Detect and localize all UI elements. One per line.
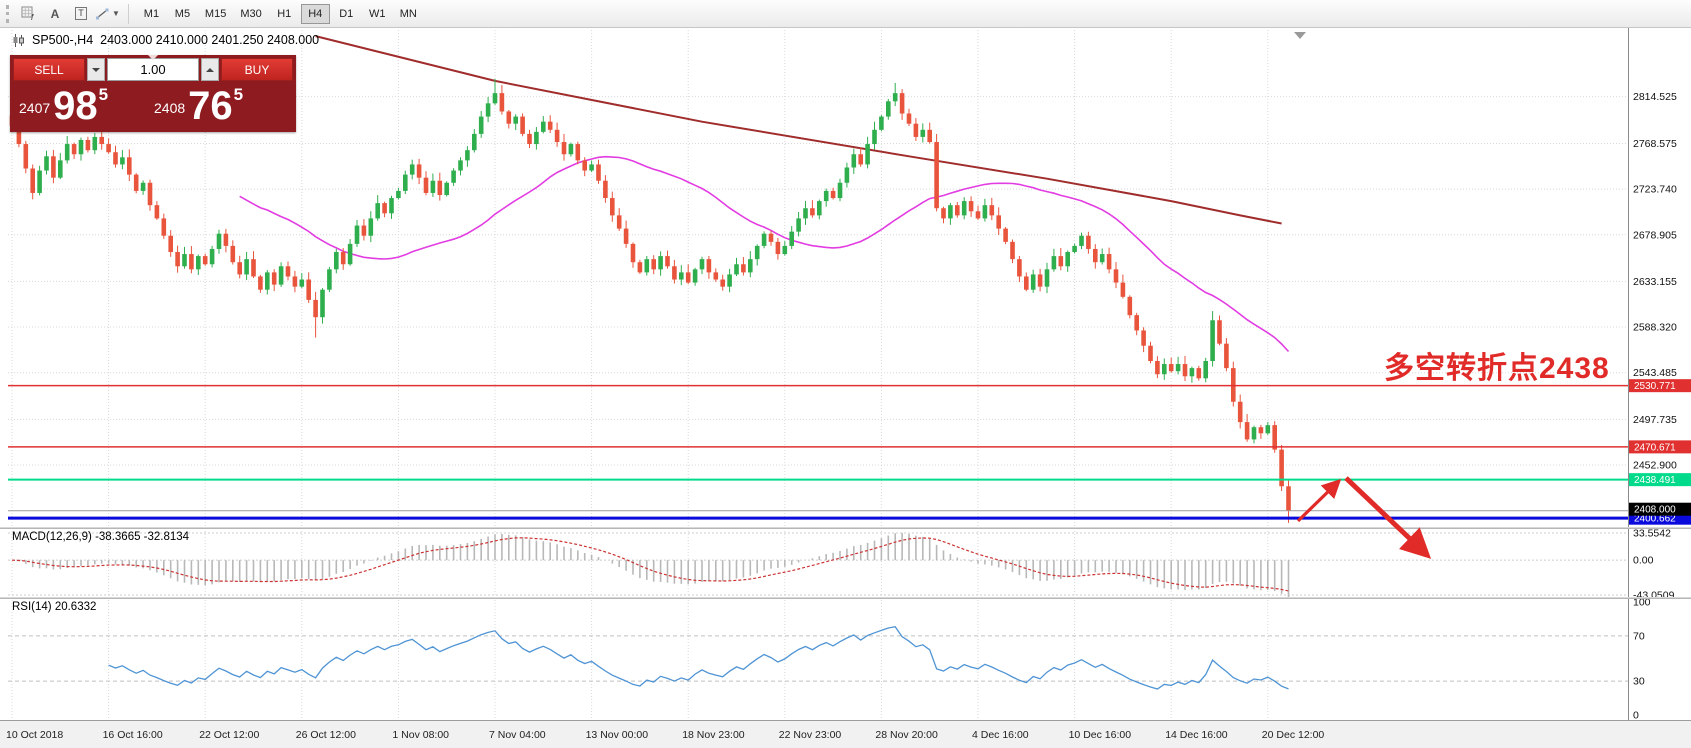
time-label: 4 Dec 16:00: [972, 729, 1029, 741]
macd-indicator-label: MACD(12,26,9) -38.3665 -32.8134: [12, 531, 190, 543]
svg-text:2438.491: 2438.491: [1634, 475, 1676, 486]
time-label: 18 Nov 23:00: [682, 729, 745, 741]
ask-price: 2408 76 5: [154, 84, 244, 129]
timeframe-button-M15[interactable]: M15: [199, 4, 232, 24]
svg-text:f: f: [31, 13, 34, 21]
ohlc-values: 2403.000 2410.000 2401.250 2408.000: [100, 33, 320, 47]
rsi-layer: [108, 625, 1289, 690]
time-label: 1 Nov 08:00: [392, 729, 450, 741]
svg-text:2633.155: 2633.155: [1633, 276, 1677, 288]
candlestick-icon: [13, 33, 24, 47]
svg-text:30: 30: [1633, 676, 1645, 688]
svg-text:2400.662: 2400.662: [1634, 514, 1676, 525]
sell-button[interactable]: SELL: [13, 58, 85, 81]
toolbar-separator: [127, 3, 129, 24]
svg-text:2452.900: 2452.900: [1633, 459, 1677, 471]
time-label: 22 Nov 23:00: [778, 729, 842, 741]
toolbar-grip[interactable]: [6, 4, 10, 23]
triangle-up-icon: [206, 64, 214, 72]
time-label: 20 Dec 12:00: [1261, 729, 1325, 741]
time-label: 10 Dec 16:00: [1068, 729, 1132, 741]
boxed-t-glyph: T: [75, 7, 87, 20]
svg-text:2768.575: 2768.575: [1633, 138, 1677, 150]
volume-input[interactable]: [107, 58, 199, 81]
shapes-dropdown-icon[interactable]: ▼: [94, 3, 121, 25]
timeframe-button-M1[interactable]: M1: [137, 4, 166, 24]
price-axis-border: [1628, 28, 1629, 720]
top-toolbar: f A T ▼ M1 M5 M15 M30 H1 H4 D1 W1 MN: [0, 0, 1691, 28]
timeframe-button-D1[interactable]: D1: [332, 4, 361, 24]
time-label: 16 Oct 16:00: [102, 729, 163, 741]
timeframe-button-M5[interactable]: M5: [168, 4, 197, 24]
timeframe-button-W1[interactable]: W1: [363, 4, 392, 24]
svg-text:2530.771: 2530.771: [1634, 381, 1676, 392]
timeframe-button-MN[interactable]: MN: [394, 4, 423, 24]
bid-price: 2407 98 5: [19, 84, 109, 129]
chevron-down-icon: ▼: [112, 9, 120, 18]
chart-header: SP500-,H4 2403.000 2410.000 2401.250 240…: [12, 33, 319, 47]
shapes-glyph: [96, 8, 109, 19]
macd-rsi-splitter[interactable]: [0, 597, 1691, 599]
volume-dropdown-button[interactable]: [87, 58, 105, 81]
svg-text:0: 0: [1633, 710, 1639, 721]
svg-text:2497.735: 2497.735: [1633, 414, 1677, 426]
svg-text:70: 70: [1633, 630, 1645, 642]
svg-text:2814.525: 2814.525: [1633, 91, 1677, 103]
time-label: 7 Nov 04:00: [489, 729, 546, 741]
timeframe-toolbar: M1 M5 M15 M30 H1 H4 D1 W1 MN: [136, 3, 424, 24]
svg-text:100: 100: [1633, 597, 1651, 609]
time-label: 10 Oct 2018: [6, 729, 64, 741]
price-chart-canvas[interactable]: 2814.525 2768.575 2723.740 2678.905 2633.155…: [0, 28, 1691, 720]
timeframe-button-M30[interactable]: M30: [234, 4, 267, 24]
svg-text:2408.000: 2408.000: [1634, 505, 1676, 516]
time-label: 14 Dec 16:00: [1165, 729, 1228, 741]
time-axis: 10 Oct 2018 16 Oct 16:00 22 Oct 12:00 26 Oc…: [0, 720, 1691, 748]
volume-up-button[interactable]: [201, 58, 219, 81]
timeframe-button-H1[interactable]: H1: [270, 4, 299, 24]
svg-text:2470.671: 2470.671: [1634, 442, 1676, 453]
buy-button[interactable]: BUY: [221, 58, 293, 81]
time-label: 26 Oct 12:00: [295, 729, 356, 741]
symbol-title: SP500-,H4: [32, 33, 94, 47]
indicators-grid-icon[interactable]: f: [16, 3, 42, 25]
chart-macd-splitter[interactable]: [0, 527, 1691, 529]
timeframe-button-H4[interactable]: H4: [300, 3, 330, 24]
svg-text:2588.320: 2588.320: [1633, 322, 1677, 334]
svg-text:33.5542: 33.5542: [1633, 528, 1671, 540]
text-label-icon[interactable]: T: [68, 3, 94, 25]
svg-text:2543.485: 2543.485: [1633, 367, 1677, 379]
svg-text:0.00: 0.00: [1633, 555, 1654, 567]
svg-text:2723.740: 2723.740: [1633, 184, 1677, 196]
triangle-down-icon: [92, 67, 100, 76]
trade-panel-collapse-icon[interactable]: [148, 55, 158, 65]
text-icon[interactable]: A: [42, 3, 68, 25]
time-label: 13 Nov 00:00: [585, 729, 649, 741]
time-label: 28 Nov 20:00: [875, 729, 938, 741]
grid-f-glyph: f: [21, 6, 34, 21]
chart-annotation-text: 多空转折点2438: [1384, 352, 1610, 385]
macd-layer: [11, 533, 1290, 597]
rsi-indicator-label: RSI(14) 20.6332: [12, 601, 97, 613]
candles-layer: [9, 35, 1291, 523]
time-label: 22 Oct 12:00: [199, 729, 260, 741]
svg-text:2678.905: 2678.905: [1633, 229, 1677, 241]
